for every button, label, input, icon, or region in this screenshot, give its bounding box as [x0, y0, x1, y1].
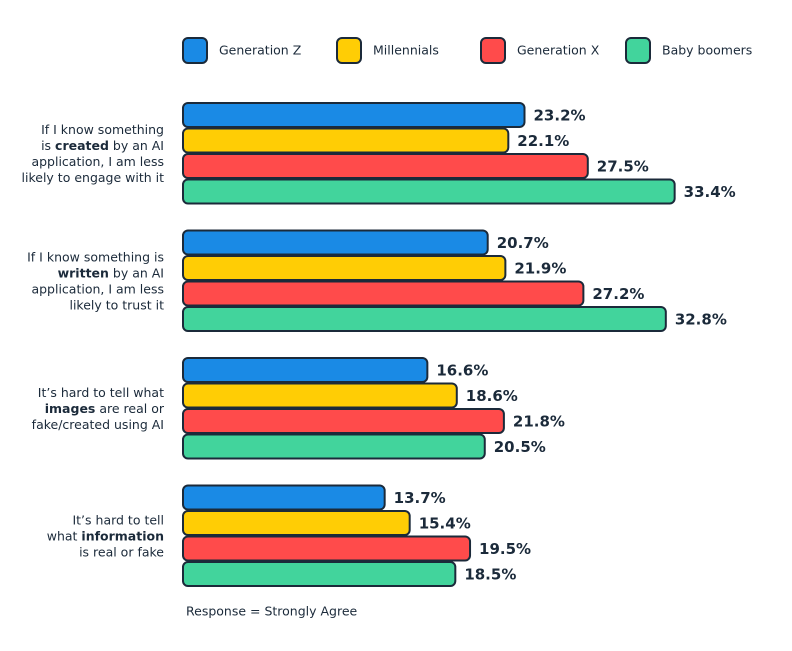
category-label-part: written	[58, 265, 109, 280]
value-label: 27.5%	[597, 158, 649, 176]
bar	[182, 357, 429, 383]
legend-label: Millennials	[373, 43, 439, 58]
category-label-part: information	[81, 528, 164, 543]
bar	[182, 280, 585, 307]
category-label: It’s hard to tell	[72, 512, 164, 527]
bar	[182, 178, 676, 205]
category-label: written by an AI	[58, 265, 164, 280]
bar	[182, 102, 526, 128]
bar	[182, 535, 472, 562]
category-label-part: If I know something	[41, 122, 164, 137]
category-label: likely to trust it	[69, 297, 164, 312]
value-label: 13.7%	[394, 489, 446, 507]
category-label-part: application, I am less	[31, 281, 164, 296]
bar	[182, 127, 510, 154]
category-label: fake/created using AI	[32, 417, 164, 432]
value-label: 16.6%	[436, 362, 488, 380]
bar	[182, 484, 386, 511]
value-label: 32.8%	[675, 311, 727, 329]
category-label-part: by an AI	[109, 265, 164, 280]
value-label: 20.5%	[494, 438, 546, 456]
category-label-part: is real or fake	[79, 544, 164, 559]
category-label: what information	[47, 528, 164, 543]
category-label: is real or fake	[79, 544, 164, 559]
category-label: is created by an AI	[41, 138, 164, 153]
bar	[182, 510, 411, 536]
category-label-part: images	[45, 401, 96, 416]
category-label: likely to engage with it	[22, 170, 165, 185]
value-label: 21.8%	[513, 413, 565, 431]
category-label-part: application, I am less	[31, 154, 164, 169]
category-label-part: likely to engage with it	[22, 170, 165, 185]
chart-note: Response = Strongly Agree	[186, 604, 358, 619]
bar	[182, 433, 486, 460]
legend-swatch	[336, 37, 362, 64]
value-label: 20.7%	[497, 234, 549, 252]
value-label: 23.2%	[534, 107, 586, 125]
category-label: images are real or	[45, 401, 165, 416]
value-label: 27.2%	[592, 285, 644, 303]
category-label-part: It’s hard to tell what	[38, 385, 164, 400]
bar	[182, 408, 505, 434]
category-label-part: created	[55, 138, 109, 153]
bar	[182, 561, 457, 587]
bar	[182, 229, 489, 256]
value-label: 19.5%	[479, 540, 531, 558]
bar	[182, 306, 667, 332]
value-label: 33.4%	[684, 183, 736, 201]
value-label: 18.5%	[464, 566, 516, 584]
category-label: If I know something is	[27, 249, 164, 264]
legend-label: Baby boomers	[662, 43, 752, 58]
value-label: 15.4%	[419, 515, 471, 533]
bar	[182, 382, 458, 409]
legend-label: Generation X	[517, 43, 600, 58]
category-label-part: likely to trust it	[69, 297, 164, 312]
category-label-part: If I know something is	[27, 249, 164, 264]
category-label-part: It’s hard to tell	[72, 512, 164, 527]
category-label: If I know something	[41, 122, 164, 137]
bar	[182, 255, 507, 281]
category-label: It’s hard to tell what	[38, 385, 164, 400]
category-label-part: fake/created using AI	[32, 417, 164, 432]
category-label: application, I am less	[31, 154, 164, 169]
category-label-part: what	[47, 528, 82, 543]
legend-swatch	[625, 37, 651, 64]
legend-swatch	[480, 37, 506, 64]
value-label: 18.6%	[466, 387, 518, 405]
value-label: 22.1%	[517, 132, 569, 150]
category-label: application, I am less	[31, 281, 164, 296]
category-label-part: by an AI	[109, 138, 164, 153]
value-label: 21.9%	[514, 260, 566, 278]
legend-swatch	[182, 37, 208, 64]
category-label-part: is	[41, 138, 55, 153]
category-label-part: are real or	[95, 401, 164, 416]
legend-label: Generation Z	[219, 43, 301, 58]
bar	[182, 153, 589, 179]
